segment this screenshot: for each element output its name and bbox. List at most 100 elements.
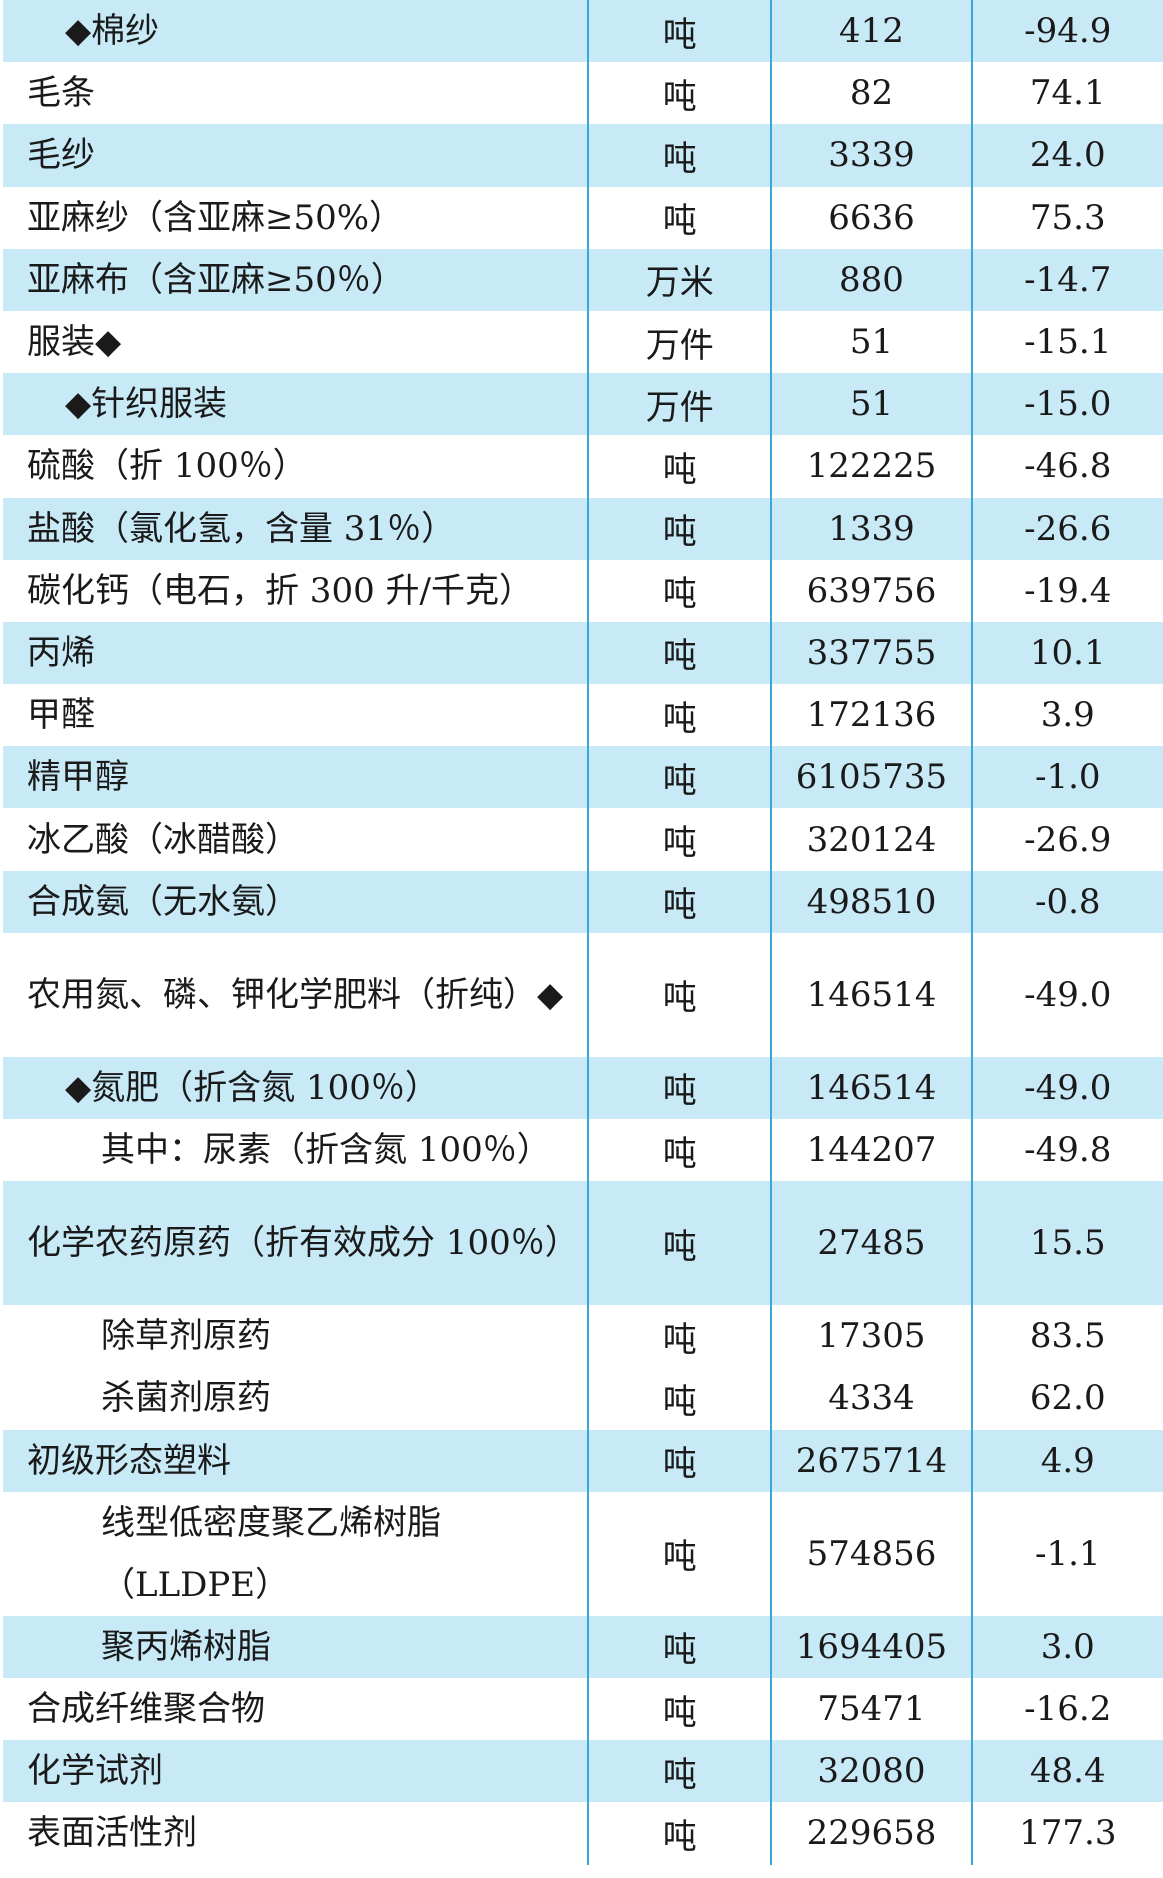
output-value-cell: 51 [770, 373, 972, 436]
table-row: 聚丙烯树脂吨 1694405 3.0 [3, 1615, 1163, 1678]
output-value-cell: 82 [770, 62, 972, 125]
change-percent-cell: -1.0 [970, 746, 1163, 809]
change-percent-cell: -14.7 [970, 248, 1163, 311]
unit-cell: 吨 [587, 497, 772, 560]
table-row: ◆针织服装 万件 51 -15.0 [3, 373, 1163, 436]
output-value-cell: 320124 [770, 808, 972, 871]
unit-cell: 吨 [587, 1429, 772, 1492]
product-name-cell: 线型低密度聚乙烯树脂（LLDPE） [3, 1491, 589, 1616]
unit-cell: 吨 [587, 1367, 772, 1430]
product-name-cell: 碳化钙（电石，折 300 升/千克） [3, 559, 589, 622]
unit-cell: 吨 [587, 870, 772, 933]
change-percent-cell: -15.0 [970, 373, 1163, 436]
table-row: ◆氮肥（折含氮 100％）吨 146514 -49.0 [3, 1056, 1163, 1119]
product-name-cell: 农用氮、磷、钾化学肥料（折纯）◆ [3, 932, 589, 1057]
table-row: 毛纱吨 3339 24.0 [3, 124, 1163, 187]
change-percent-cell: 62.0 [970, 1367, 1163, 1430]
change-percent-cell: 48.4 [970, 1740, 1163, 1803]
table-row: ◆棉纱吨 412 -94.9 [3, 0, 1163, 63]
table-row: 杀菌剂原药吨 4334 62.0 [3, 1367, 1163, 1430]
product-name-cell: 除草剂原药 [3, 1305, 589, 1368]
change-percent-cell: -49.0 [970, 932, 1163, 1057]
unit-cell: 吨 [587, 559, 772, 622]
table-row: 初级形态塑料吨 2675714 4.9 [3, 1429, 1163, 1492]
table-row: 化学农药原药（折有效成分 100％）吨 27485 15.5 [3, 1181, 1163, 1306]
change-percent-cell: -94.9 [970, 0, 1163, 63]
table-row: 化学试剂吨 32080 48.4 [3, 1740, 1163, 1803]
change-percent-cell: 75.3 [970, 186, 1163, 249]
product-name-cell: 聚丙烯树脂 [3, 1615, 589, 1678]
product-name-cell: 合成纤维聚合物 [3, 1677, 589, 1741]
output-value-cell: 6636 [770, 186, 972, 249]
output-value-cell: 32080 [770, 1740, 972, 1803]
product-name-cell: ◆棉纱 [3, 0, 589, 63]
unit-cell: 吨 [587, 1056, 772, 1119]
change-percent-cell: 24.0 [970, 124, 1163, 187]
change-percent-cell: -15.1 [970, 310, 1163, 374]
unit-cell: 吨 [587, 684, 772, 747]
output-value-cell: 1339 [770, 497, 972, 560]
table-row: 其中：尿素（折含氮 100％）吨 144207 -49.8 [3, 1119, 1163, 1182]
change-percent-cell: 15.5 [970, 1181, 1163, 1306]
product-name-cell: 盐酸（氯化氢，含量 31％） [3, 497, 589, 560]
output-value-cell: 75471 [770, 1677, 972, 1741]
unit-cell: 吨 [587, 1677, 772, 1741]
output-value-cell: 122225 [770, 435, 972, 498]
unit-cell: 吨 [587, 746, 772, 809]
output-value-cell: 880 [770, 248, 972, 311]
output-value-cell: 574856 [770, 1491, 972, 1616]
table-row: 冰乙酸（冰醋酸）吨 320124 -26.9 [3, 808, 1163, 871]
product-name-cell: 硫酸（折 100％） [3, 435, 589, 498]
table-row: 亚麻纱（含亚麻≥50%）吨 6636 75.3 [3, 186, 1163, 249]
table-row: 线型低密度聚乙烯树脂（LLDPE）吨 574856 -1.1 [3, 1491, 1163, 1616]
table-row: 合成氨（无水氨）吨 498510 -0.8 [3, 870, 1163, 933]
unit-cell: 吨 [587, 1740, 772, 1803]
unit-cell: 吨 [587, 0, 772, 63]
change-percent-cell: -1.1 [970, 1491, 1163, 1616]
product-name-cell: 化学试剂 [3, 1740, 589, 1803]
unit-cell: 吨 [587, 435, 772, 498]
output-value-cell: 2675714 [770, 1429, 972, 1492]
table-row: 亚麻布（含亚麻≥50％） 万米 880 -14.7 [3, 248, 1163, 311]
product-name-cell: 精甲醇 [3, 746, 589, 809]
unit-cell: 吨 [587, 1802, 772, 1865]
table-row: 毛条吨 82 74.1 [3, 62, 1163, 125]
output-value-cell: 412 [770, 0, 972, 63]
product-name-cell: 杀菌剂原药 [3, 1367, 589, 1430]
table-row: 甲醛吨 172136 3.9 [3, 684, 1163, 747]
product-name-cell: 冰乙酸（冰醋酸） [3, 808, 589, 871]
output-value-cell: 4334 [770, 1367, 972, 1430]
output-value-cell: 337755 [770, 621, 972, 685]
change-percent-cell: -26.9 [970, 808, 1163, 871]
table-row: 丙烯吨 337755 10.1 [3, 621, 1163, 685]
change-percent-cell: 10.1 [970, 621, 1163, 685]
product-name-cell: ◆针织服装 [3, 373, 589, 436]
unit-cell: 万米 [587, 248, 772, 311]
product-name-cell: 服装◆ [3, 310, 589, 374]
change-percent-cell: -26.6 [970, 497, 1163, 560]
unit-cell: 吨 [587, 808, 772, 871]
table-row: 碳化钙（电石，折 300 升/千克）吨 639756 -19.4 [3, 559, 1163, 622]
change-percent-cell: -19.4 [970, 559, 1163, 622]
change-percent-cell: 74.1 [970, 62, 1163, 125]
product-name-cell: 丙烯 [3, 621, 589, 685]
unit-cell: 吨 [587, 1491, 772, 1616]
table-row: 精甲醇吨 6105735 -1.0 [3, 746, 1163, 809]
table-row: 表面活性剂吨 229658 177.3 [3, 1802, 1163, 1865]
output-value-cell: 6105735 [770, 746, 972, 809]
output-value-cell: 146514 [770, 932, 972, 1057]
unit-cell: 吨 [587, 621, 772, 685]
product-name-cell: 表面活性剂 [3, 1802, 589, 1865]
output-value-cell: 144207 [770, 1119, 972, 1182]
table-row: 除草剂原药吨 17305 83.5 [3, 1305, 1163, 1368]
table-body: ◆棉纱吨 412 -94.9 毛条吨 82 74.1 毛纱吨 3339 24.0 亚麻纱（含亚麻≥… [3, 0, 1163, 1865]
product-name-cell: 毛条 [3, 62, 589, 125]
output-value-cell: 17305 [770, 1305, 972, 1368]
unit-cell: 吨 [587, 932, 772, 1057]
change-percent-cell: -49.8 [970, 1119, 1163, 1182]
output-value-cell: 498510 [770, 870, 972, 933]
unit-cell: 万件 [587, 373, 772, 436]
unit-cell: 吨 [587, 1181, 772, 1306]
unit-cell: 万件 [587, 310, 772, 374]
output-value-cell: 3339 [770, 124, 972, 187]
